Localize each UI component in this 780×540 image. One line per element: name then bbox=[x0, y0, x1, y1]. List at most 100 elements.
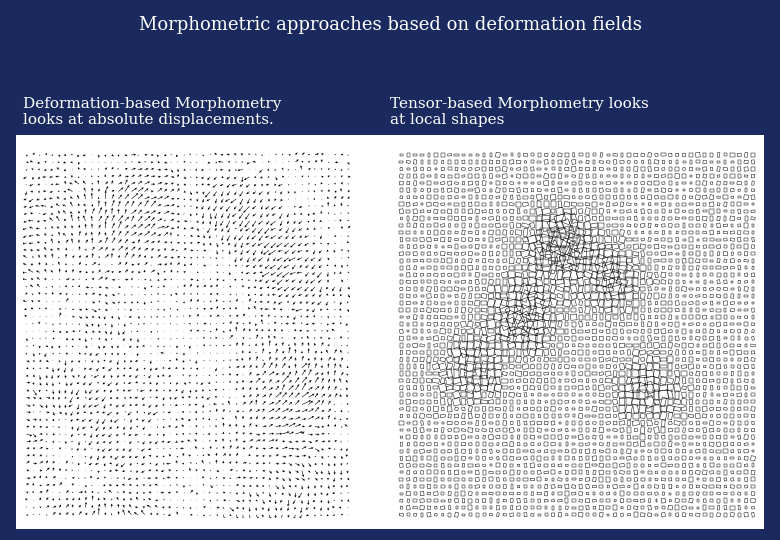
Bar bbox=[495, 322, 500, 327]
Bar bbox=[407, 330, 410, 333]
Bar bbox=[744, 216, 748, 220]
Bar bbox=[717, 302, 720, 304]
Bar bbox=[572, 470, 576, 474]
Bar bbox=[668, 181, 672, 185]
Bar bbox=[607, 154, 610, 156]
Bar bbox=[427, 259, 431, 262]
Bar bbox=[400, 372, 402, 376]
Bar bbox=[619, 405, 625, 413]
Bar bbox=[683, 251, 685, 256]
Bar bbox=[689, 210, 693, 213]
Bar bbox=[752, 287, 754, 291]
Bar bbox=[434, 350, 438, 355]
Bar bbox=[490, 498, 492, 503]
Bar bbox=[565, 308, 569, 312]
Bar bbox=[413, 322, 417, 326]
Bar bbox=[579, 505, 583, 510]
Bar bbox=[648, 258, 651, 263]
Bar bbox=[738, 513, 740, 517]
Bar bbox=[441, 196, 445, 199]
Bar bbox=[614, 492, 616, 495]
Bar bbox=[628, 336, 630, 340]
Bar bbox=[462, 288, 466, 290]
Bar bbox=[633, 336, 638, 340]
Bar bbox=[710, 245, 714, 248]
Bar bbox=[724, 294, 727, 298]
Bar bbox=[413, 442, 417, 446]
Bar bbox=[406, 336, 410, 340]
Bar bbox=[751, 167, 755, 171]
Bar bbox=[456, 506, 458, 509]
Bar bbox=[738, 302, 740, 304]
Bar bbox=[544, 386, 548, 390]
Bar bbox=[448, 485, 451, 488]
Bar bbox=[613, 175, 617, 177]
Bar bbox=[710, 506, 714, 509]
Bar bbox=[462, 514, 465, 516]
Bar bbox=[585, 415, 590, 417]
Bar bbox=[421, 435, 424, 439]
Bar bbox=[558, 386, 562, 390]
Bar bbox=[718, 394, 720, 396]
Text: Tensor-based Morphometry looks
at local shapes: Tensor-based Morphometry looks at local … bbox=[390, 97, 649, 127]
Bar bbox=[483, 442, 486, 446]
Bar bbox=[730, 506, 735, 510]
Bar bbox=[441, 500, 445, 502]
Bar bbox=[637, 390, 648, 399]
Bar bbox=[711, 400, 713, 403]
Bar bbox=[585, 300, 590, 306]
Bar bbox=[738, 421, 740, 425]
Bar bbox=[594, 386, 596, 390]
Bar bbox=[614, 182, 616, 184]
Bar bbox=[724, 273, 727, 276]
Bar bbox=[690, 436, 693, 438]
Bar bbox=[627, 471, 630, 474]
Bar bbox=[455, 174, 459, 178]
Bar bbox=[462, 273, 465, 276]
Bar bbox=[675, 492, 679, 495]
Bar bbox=[516, 217, 520, 220]
Bar bbox=[466, 341, 474, 350]
Bar bbox=[406, 231, 410, 234]
Bar bbox=[724, 428, 727, 432]
Bar bbox=[586, 393, 589, 396]
Bar bbox=[710, 513, 713, 517]
Bar bbox=[434, 477, 438, 482]
Bar bbox=[752, 379, 754, 383]
Bar bbox=[744, 415, 748, 417]
Bar bbox=[441, 435, 445, 439]
Bar bbox=[710, 485, 714, 488]
Bar bbox=[462, 301, 465, 305]
Bar bbox=[448, 478, 451, 481]
Bar bbox=[490, 202, 492, 206]
Bar bbox=[661, 427, 665, 433]
Bar bbox=[634, 484, 637, 489]
Bar bbox=[614, 210, 616, 213]
Bar bbox=[455, 266, 458, 269]
Bar bbox=[516, 266, 522, 270]
Bar bbox=[626, 315, 631, 319]
Bar bbox=[668, 195, 672, 199]
Bar bbox=[469, 478, 472, 481]
Bar bbox=[608, 514, 609, 516]
Bar bbox=[690, 153, 693, 157]
Bar bbox=[751, 252, 755, 255]
Bar bbox=[745, 188, 747, 192]
Bar bbox=[696, 188, 700, 192]
Bar bbox=[724, 470, 727, 475]
Bar bbox=[732, 357, 733, 361]
Bar bbox=[413, 464, 417, 467]
Bar bbox=[537, 407, 541, 411]
Bar bbox=[441, 477, 444, 481]
Bar bbox=[427, 195, 431, 199]
Bar bbox=[427, 266, 431, 269]
Bar bbox=[697, 301, 700, 305]
Bar bbox=[503, 224, 506, 227]
Bar bbox=[655, 457, 658, 460]
Bar bbox=[711, 216, 713, 220]
Bar bbox=[400, 429, 402, 431]
Bar bbox=[689, 217, 693, 220]
Bar bbox=[599, 477, 604, 482]
Bar bbox=[627, 478, 631, 481]
Bar bbox=[544, 414, 548, 418]
